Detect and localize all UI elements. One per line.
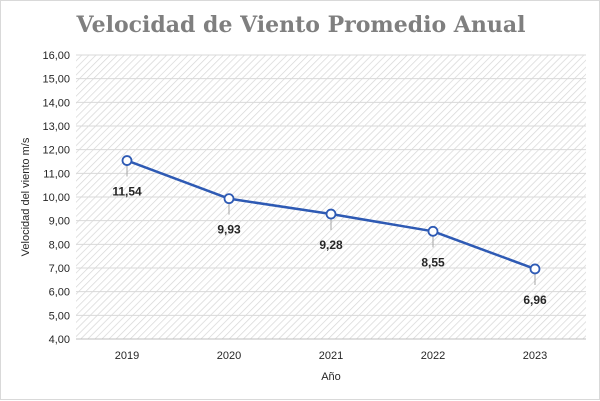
data-label: 8,55	[421, 255, 445, 269]
y-tick-label: 13,00	[42, 121, 70, 133]
series-layer: 11,54 9,93 9,28 8,55 6,96	[112, 155, 547, 307]
data-point	[529, 263, 541, 275]
y-tick-label: 12,00	[42, 145, 70, 157]
x-tick-label: 2020	[217, 350, 241, 362]
y-tick-label: 8,00	[49, 239, 70, 251]
x-tick-label: 2022	[421, 350, 445, 362]
y-tick-label: 7,00	[49, 263, 70, 275]
y-axis-tick-labels: 4,00 5,00 6,00 7,00 8,00 9,00 10,00 11,00 12,00 1…	[42, 50, 70, 346]
data-label: 6,96	[523, 293, 547, 307]
data-label: 9,28	[319, 238, 343, 252]
y-tick-label: 6,00	[49, 287, 70, 299]
data-label: 11,54	[112, 185, 142, 199]
y-tick-label: 5,00	[49, 310, 70, 322]
x-tick-label: 2023	[523, 350, 547, 362]
data-point	[121, 155, 133, 166]
x-tick-label: 2021	[319, 350, 343, 362]
y-tick-label: 4,00	[49, 334, 70, 346]
data-point	[427, 225, 439, 237]
data-label: 9,93	[217, 223, 241, 237]
x-tick-label: 2019	[115, 350, 139, 362]
y-tick-label: 11,00	[43, 168, 70, 180]
data-point	[223, 193, 235, 205]
chart-title: Velocidad de Viento Promedio Anual	[76, 12, 526, 38]
y-tick-label: 10,00	[42, 192, 70, 204]
y-tick-label: 14,00	[42, 97, 70, 109]
x-axis-tick-labels: 2019 2020 2021 2022 2023	[115, 350, 547, 362]
y-axis-title: Velocidad del viento m/s	[20, 137, 32, 256]
y-tick-label: 15,00	[42, 74, 70, 86]
data-point	[325, 208, 337, 220]
y-tick-label: 9,00	[49, 216, 70, 228]
x-axis-title: Año	[321, 371, 341, 383]
y-tick-label: 16,00	[42, 50, 70, 62]
